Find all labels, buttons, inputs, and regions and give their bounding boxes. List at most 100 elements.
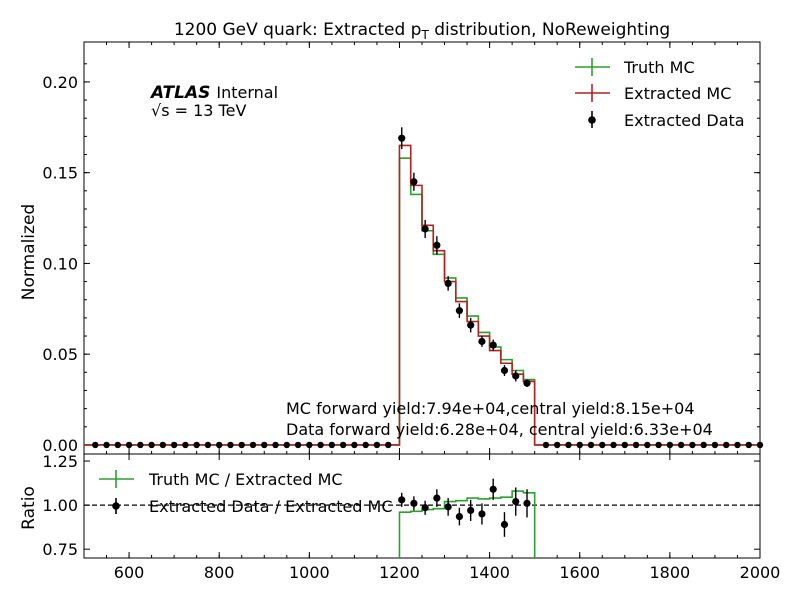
ratio-data-point <box>444 503 452 511</box>
ratio-data-point <box>467 506 475 515</box>
ratio-series-line-truth <box>398 490 536 558</box>
data-point-zero <box>137 441 144 449</box>
chart-title-subscript: T <box>420 28 429 42</box>
legend-entry-truth-mc: Truth MC <box>575 58 695 77</box>
data-yield-annotation: Data forward yield:6.28e+04, central yie… <box>286 420 713 439</box>
mc-yield-annotation: MC forward yield:7.94e+04,central yield:… <box>286 399 695 418</box>
data-point-zero <box>204 441 212 449</box>
data-point-zero <box>711 441 719 449</box>
legend-entry-data-ratio: Extracted Data / Extracted MC <box>112 497 393 516</box>
data-point-zero <box>610 441 617 449</box>
main-panel: 0.00 0.05 0.10 0.15 0.20 Normalized ATLAS Int… <box>19 41 764 455</box>
data-point-zero <box>114 441 122 449</box>
main-y-tick-label: 0.05 <box>42 345 78 364</box>
main-y-tick-label: 0.00 <box>42 436 78 455</box>
data-point-zero <box>677 441 685 449</box>
ratio-data-point <box>410 499 418 507</box>
data-point <box>421 225 429 233</box>
main-series-layer <box>84 127 764 449</box>
ratio-data-point <box>512 497 520 506</box>
ratio-data-point <box>500 520 509 529</box>
ratio-y-tick-label: 1.00 <box>42 496 78 515</box>
main-y-tick-label: 0.15 <box>42 164 78 183</box>
data-point <box>444 279 452 287</box>
data-point-zero <box>238 441 245 449</box>
data-point <box>398 134 406 142</box>
data-point-zero <box>723 441 730 449</box>
main-legend: Truth MC Extracted MC Extracted Data <box>575 58 745 130</box>
x-tick-label: 600 <box>114 563 145 582</box>
data-point-zero <box>294 441 302 449</box>
legend-entry-extracted-mc: Extracted MC <box>575 84 731 103</box>
ratio-y-axis-label: Ratio <box>19 486 39 530</box>
data-point-zero <box>565 441 572 449</box>
ratio-series-layer <box>84 478 760 558</box>
x-tick-label: 1200 <box>379 563 420 582</box>
data-point-zero <box>644 441 651 449</box>
data-point-zero <box>632 441 640 449</box>
data-point-zero <box>599 441 606 449</box>
data-point <box>467 321 475 329</box>
ratio-legend: Truth MC / Extracted MC Extracted Data /… <box>99 470 393 516</box>
legend-label-extracted-mc: Extracted MC <box>624 84 731 103</box>
data-point <box>523 379 531 387</box>
ratio-panel: 0.75 1.00 1.25 Ratio Truth MC / Extracted … <box>19 452 761 559</box>
ratio-data-point <box>489 485 497 493</box>
data-point-zero <box>216 441 223 449</box>
x-tick-label: 2000 <box>740 563 781 582</box>
data-point-zero <box>700 441 707 449</box>
data-point-zero <box>283 441 290 449</box>
legend-label-extracted-data: Extracted Data <box>624 111 745 130</box>
data-point-zero <box>351 441 358 449</box>
data-point-zero <box>272 441 279 449</box>
legend-label-data-ratio: Extracted Data / Extracted MC <box>149 497 393 516</box>
data-point-zero <box>182 441 189 449</box>
ratio-data-point <box>398 496 406 504</box>
data-point-zero <box>745 441 752 449</box>
data-point <box>433 241 441 249</box>
data-point-zero <box>756 441 764 449</box>
data-point-zero <box>554 441 561 449</box>
data-point-zero <box>385 441 392 449</box>
data-point <box>455 307 464 315</box>
data-point-zero <box>261 441 268 449</box>
data-point-zero <box>125 441 133 449</box>
x-axis-tick-labels: 600 800 1000 1200 1400 1600 1800 2000 <box>114 563 781 582</box>
ratio-data-point <box>455 512 464 521</box>
data-point-zero <box>306 441 313 449</box>
data-point-zero <box>148 441 155 449</box>
data-point-zero <box>328 441 336 449</box>
data-point-zero <box>339 441 347 449</box>
data-point-zero <box>317 441 324 449</box>
data-point-zero <box>193 441 200 449</box>
data-point-zero <box>103 441 110 449</box>
data-point <box>478 337 486 346</box>
legend-entry-truth-ratio: Truth MC / Extracted MC <box>99 470 343 489</box>
data-point <box>512 372 520 380</box>
data-point-zero <box>92 441 99 449</box>
data-point-zero <box>362 441 369 449</box>
x-tick-label: 1400 <box>469 563 510 582</box>
atlas-label: ATLAS Internal <box>149 83 278 103</box>
legend-entry-extracted-data: Extracted Data <box>588 111 745 130</box>
main-y-tick-label: 0.10 <box>42 254 78 273</box>
ratio-data-point <box>523 499 531 507</box>
x-tick-label: 800 <box>204 563 235 582</box>
data-point <box>489 341 497 349</box>
main-y-ticks: 0.00 0.05 0.10 0.15 0.20 <box>42 42 761 455</box>
data-point-zero <box>227 441 234 449</box>
legend-marker-data-ratio <box>112 502 120 510</box>
x-tick-label: 1600 <box>559 563 600 582</box>
data-point-zero <box>655 441 662 449</box>
ratio-data-point <box>433 494 441 502</box>
data-point-zero <box>734 441 741 449</box>
ratio-y-tick-label: 1.25 <box>42 452 78 471</box>
data-point <box>500 366 509 375</box>
ratio-y-tick-label: 0.75 <box>42 540 78 559</box>
ratio-data-point <box>478 510 486 518</box>
data-point-zero <box>249 441 257 449</box>
x-tick-label: 1800 <box>650 563 691 582</box>
chart-title: 1200 GeV quark: Extracted pT distributio… <box>174 20 670 42</box>
ratio-ticks: 0.75 1.00 1.25 <box>42 452 761 559</box>
